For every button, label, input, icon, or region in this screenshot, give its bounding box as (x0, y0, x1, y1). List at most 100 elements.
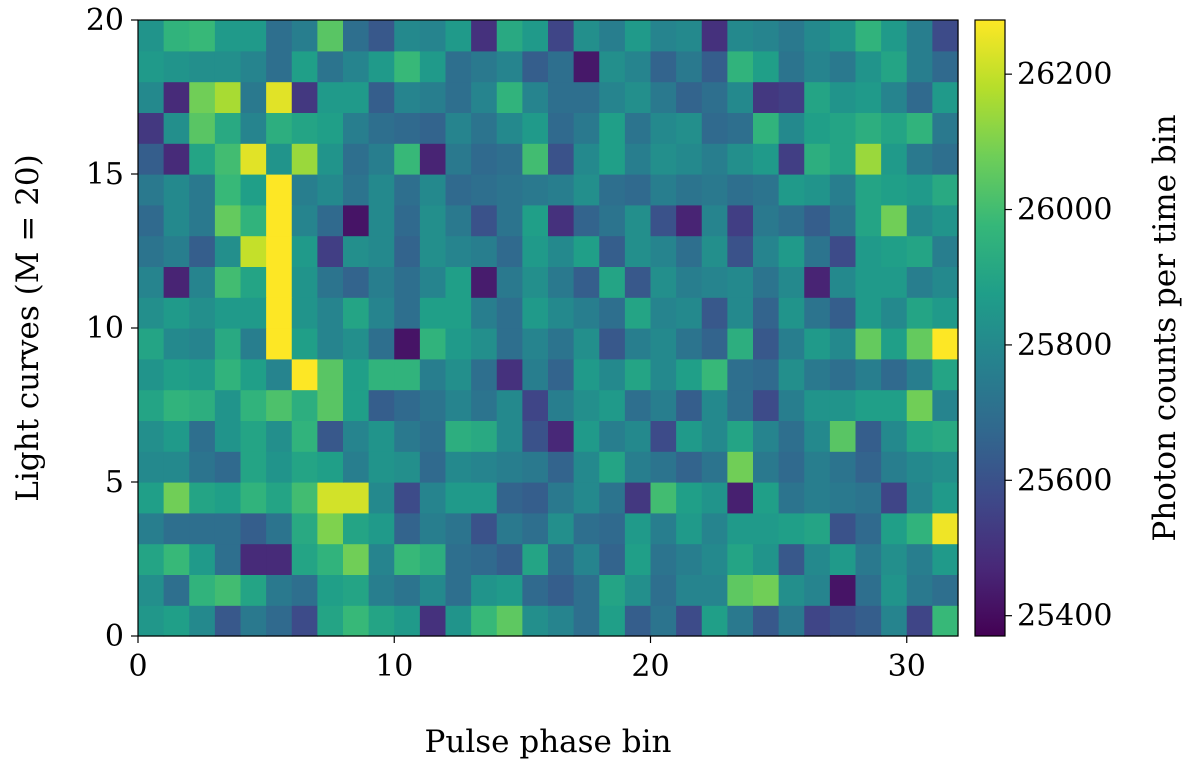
heatmap-cell (753, 143, 780, 175)
heatmap-cell (138, 50, 165, 83)
heatmap-cell (368, 297, 395, 329)
heatmap-cell (291, 20, 318, 52)
heatmap-cell (266, 358, 293, 391)
heatmap-cell (496, 143, 523, 175)
heatmap-cell (419, 112, 447, 144)
heatmap-cell (650, 543, 677, 575)
heatmap-cell (932, 112, 959, 144)
heatmap-cell (291, 204, 318, 237)
heatmap-cell (394, 50, 421, 83)
heatmap-cell (291, 358, 318, 391)
heatmap-cell (138, 482, 165, 514)
heatmap-cell (804, 389, 831, 421)
heatmap-cell (753, 204, 780, 237)
heatmap-cell (650, 204, 677, 237)
heatmap-cell (624, 20, 652, 52)
heatmap-cell (753, 482, 780, 514)
heatmap-cell (829, 297, 857, 329)
heatmap-cell (829, 605, 857, 637)
heatmap-cell (317, 482, 344, 514)
heatmap-cell (266, 266, 293, 298)
heatmap-cell (932, 81, 959, 113)
heatmap-cell (573, 358, 600, 391)
heatmap-cell (727, 420, 754, 452)
heatmap-cell (855, 20, 882, 52)
heatmap-cell (394, 389, 421, 421)
heatmap-cell (932, 143, 959, 175)
heatmap-cell (906, 297, 933, 329)
heatmap-cell (881, 420, 908, 452)
heatmap-cell (573, 174, 600, 206)
heatmap-cell (701, 451, 728, 483)
heatmap-cell (932, 605, 959, 637)
heatmap-cell (548, 574, 575, 606)
heatmap-cell (778, 204, 805, 237)
heatmap-cell (163, 512, 190, 545)
heatmap-cell (317, 328, 344, 360)
heatmap-cell (522, 204, 549, 237)
heatmap-cell (291, 143, 318, 175)
heatmap-cell (343, 420, 370, 452)
heatmap-cell (804, 574, 831, 606)
heatmap-cell (419, 297, 447, 329)
heatmap-cell (599, 328, 626, 360)
x-tick-label: 30 (888, 649, 926, 684)
heatmap-cell (266, 328, 293, 360)
heatmap-cell (829, 235, 857, 267)
heatmap-cell (240, 112, 267, 144)
heatmap-cell (906, 235, 933, 267)
heatmap-cell (573, 482, 600, 514)
heatmap-cell (138, 20, 165, 52)
heatmap-cell (496, 543, 523, 575)
heatmap-cell (343, 112, 370, 144)
heatmap-cell (650, 358, 677, 391)
heatmap-cell (624, 482, 652, 514)
heatmap-cell (266, 235, 293, 267)
heatmap-cell (419, 235, 447, 267)
heatmap-cell (906, 574, 933, 606)
heatmap-cell (368, 204, 395, 237)
heatmap-cell (471, 605, 498, 637)
heatmap-cell (676, 81, 703, 113)
heatmap-cell (881, 574, 908, 606)
heatmap-cell (829, 174, 857, 206)
heatmap-cell (855, 420, 882, 452)
heatmap-cell (829, 81, 857, 113)
heatmap-cell (214, 174, 242, 206)
heatmap-cell (394, 358, 421, 391)
heatmap-cell (496, 420, 523, 452)
heatmap-cell (881, 328, 908, 360)
heatmap-cell (368, 482, 395, 514)
heatmap-cell (214, 204, 242, 237)
heatmap-cell (624, 81, 652, 113)
heatmap-cell (522, 81, 549, 113)
heatmap-cell (548, 297, 575, 329)
colorbar-ticks: 25400 25600 25800 26000 26200 (1005, 57, 1112, 634)
heatmap-cell (676, 266, 703, 298)
heatmap-cell (189, 451, 216, 483)
heatmap-cell (214, 20, 242, 52)
heatmap-cell (317, 20, 344, 52)
heatmap-cell (240, 482, 267, 514)
heatmap-cell (240, 543, 267, 575)
colorbar (974, 19, 1006, 637)
heatmap-cell (291, 328, 318, 360)
heatmap-cell (701, 389, 728, 421)
heatmap-cell (163, 143, 190, 175)
heatmap-cell (163, 112, 190, 144)
heatmap-cell (317, 50, 344, 83)
heatmap-cell (855, 174, 882, 206)
heatmap-cell (496, 50, 523, 83)
heatmap-cell (266, 50, 293, 83)
heatmap-cell (522, 328, 549, 360)
heatmap-cell (548, 543, 575, 575)
heatmap-cell (189, 297, 216, 329)
heatmap-cell (189, 574, 216, 606)
heatmap-cell (829, 451, 857, 483)
heatmap-cell (829, 482, 857, 514)
heatmap-cell (138, 143, 165, 175)
heatmap-cell (189, 81, 216, 113)
heatmap-cell (394, 143, 421, 175)
heatmap-cell (317, 174, 344, 206)
heatmap-cell (214, 112, 242, 144)
